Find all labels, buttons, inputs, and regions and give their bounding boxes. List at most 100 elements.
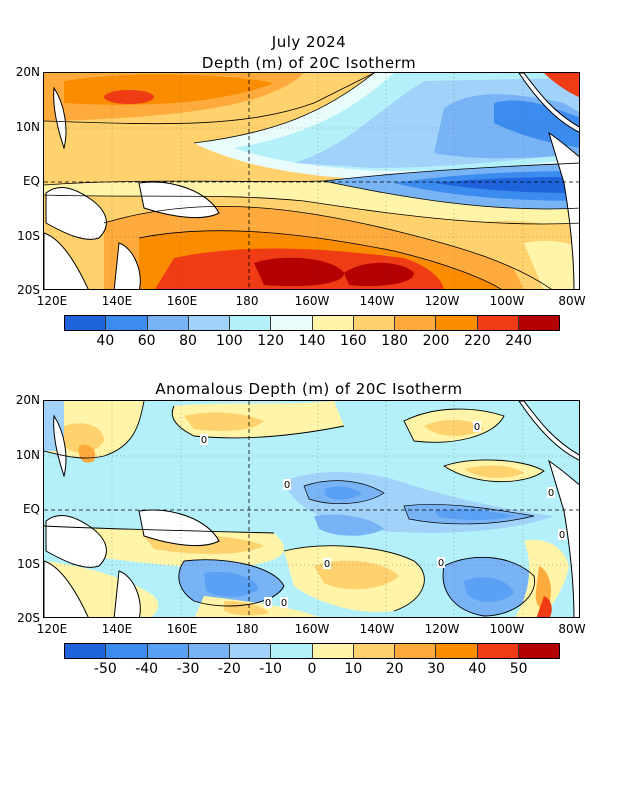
contour-label-bg — [323, 558, 331, 569]
contour-label: 0 — [265, 598, 271, 609]
lon-label: 80W — [558, 294, 586, 308]
top-map-field — [44, 73, 579, 289]
top-map-title-line1: July 2024 — [271, 33, 347, 51]
colorbar-label: -10 — [259, 661, 283, 677]
colorbar-label: 240 — [505, 333, 533, 349]
contour-label: 0 — [281, 598, 287, 609]
colorbar-label: 80 — [179, 333, 197, 349]
colorbar-swatch — [106, 644, 148, 658]
colorbar-swatch — [188, 644, 230, 658]
top-map-title-line2: Depth (m) of 20C Isotherm — [201, 54, 417, 72]
colorbar-label: 160 — [339, 333, 367, 349]
colorbar-swatch — [436, 644, 478, 658]
lon-label: 100W — [489, 622, 525, 636]
colorbar-label: 180 — [381, 333, 409, 349]
lon-label: 160W — [294, 622, 330, 636]
contour-label: 0 — [201, 435, 207, 446]
lon-label: 80W — [558, 622, 586, 636]
lon-label: 180 — [235, 294, 259, 308]
colorbar-swatch — [106, 316, 148, 330]
colorbar-swatch — [436, 316, 478, 330]
colorbar-label: 120 — [257, 333, 285, 349]
colorbar-label: 60 — [137, 333, 156, 349]
colorbar-label: 0 — [307, 661, 317, 677]
contour-label-bg — [473, 421, 481, 432]
colorbar-label: 220 — [463, 333, 491, 349]
lat-label: 10S — [17, 556, 40, 571]
colorbar-swatch — [65, 316, 107, 330]
top-colorbar — [64, 315, 560, 331]
contour-label-bg — [547, 487, 555, 498]
colorbar-label: 200 — [422, 333, 450, 349]
lon-label: 120W — [424, 294, 460, 308]
colorbar-swatch — [395, 644, 437, 658]
lon-label: 120E — [36, 622, 68, 636]
lat-label: 10N — [15, 447, 40, 462]
contour-label: 0 — [438, 558, 444, 569]
contour-label-bg — [264, 597, 272, 608]
colorbar-swatch — [395, 316, 437, 330]
top-map-panel — [43, 72, 580, 290]
lon-label: 160E — [166, 622, 198, 636]
contour-label-bg — [280, 597, 288, 608]
lat-label: 20S — [17, 611, 40, 625]
contour-label: 0 — [474, 422, 480, 433]
lon-label: 180 — [235, 622, 259, 636]
lat-label: 20S — [17, 283, 40, 297]
colorbar-swatch — [230, 316, 272, 330]
lat-label: 10N — [15, 119, 40, 134]
colorbar-swatch — [518, 644, 559, 658]
colorbar-label: 40 — [96, 333, 115, 349]
colorbar-label: -20 — [217, 661, 241, 677]
contour-label-bg — [558, 529, 566, 540]
contour-label: 0 — [559, 530, 565, 541]
colorbar-label: 40 — [468, 661, 487, 677]
colorbar-swatch — [353, 316, 395, 330]
contour-label-bg — [200, 434, 208, 445]
contour-label: 0 — [324, 559, 330, 570]
bottom-map-title: Anomalous Depth (m) of 20C Isotherm — [155, 380, 463, 398]
contour-label: 0 — [548, 488, 554, 499]
colorbar-label: 20 — [385, 661, 404, 677]
colorbar-label: -30 — [176, 661, 200, 677]
colorbar-label: -40 — [135, 661, 159, 677]
colorbar-swatch — [312, 316, 354, 330]
lon-label: 160E — [166, 294, 198, 308]
colorbar-swatch — [271, 316, 313, 330]
colorbar-swatch — [477, 644, 519, 658]
colorbar-swatch — [147, 316, 189, 330]
colorbar-label: 10 — [344, 661, 363, 677]
colorbar-label: -50 — [93, 661, 117, 677]
colorbar-label: 30 — [427, 661, 445, 677]
colorbar-swatch — [65, 644, 107, 658]
colorbar-swatch — [230, 644, 272, 658]
contour-label: 0 — [284, 480, 290, 491]
colorbar-swatch — [271, 644, 313, 658]
colorbar-swatch — [353, 644, 395, 658]
lat-label: EQ — [22, 502, 40, 516]
lat-label: 10S — [17, 228, 40, 243]
contour-label-bg — [437, 557, 445, 568]
lon-label: 140E — [101, 622, 133, 636]
colorbar-swatch — [312, 644, 354, 658]
lon-label: 140E — [101, 294, 133, 308]
colorbar-label: 50 — [509, 661, 528, 677]
colorbar-label: 100 — [215, 333, 243, 349]
lon-label: 120W — [424, 622, 460, 636]
lat-label: 20N — [15, 393, 40, 407]
lon-label: 140W — [359, 622, 395, 636]
colorbar-swatch — [147, 644, 189, 658]
lat-label: EQ — [22, 174, 40, 188]
colorbar-swatch — [188, 316, 230, 330]
colorbar-swatch — [518, 316, 559, 330]
colorbar-swatch — [477, 316, 519, 330]
lat-label: 20N — [15, 65, 40, 79]
lon-label: 140W — [359, 294, 395, 308]
lon-label: 120E — [36, 294, 68, 308]
bottom-colorbar — [64, 643, 560, 659]
lon-label: 160W — [294, 294, 330, 308]
lon-label: 100W — [489, 294, 525, 308]
